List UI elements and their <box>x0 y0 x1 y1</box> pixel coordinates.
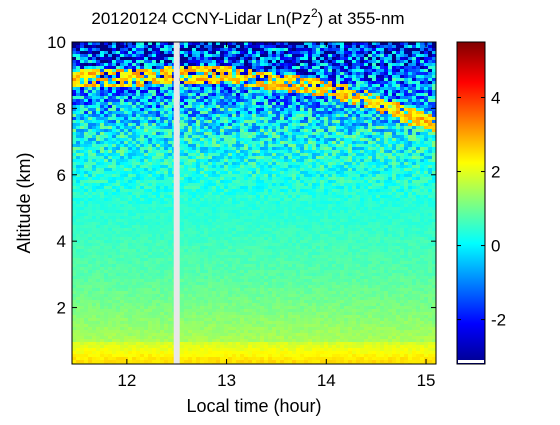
x-axis-label: Local time (hour) <box>186 396 321 416</box>
colorbar-bar <box>457 42 485 364</box>
title-suffix: ) at 355-nm <box>318 9 405 28</box>
colorbar-tick-label: 4 <box>491 89 500 108</box>
title-prefix: 20120124 CCNY-Lidar Ln(Pz <box>91 9 311 28</box>
y-tick-label: 8 <box>57 99 66 118</box>
y-tick-label: 10 <box>47 33 66 52</box>
chart-title: 20120124 CCNY-Lidar Ln(Pz2) at 355-nm <box>91 6 404 28</box>
x-tick-label: 14 <box>317 371 336 390</box>
y-axis-label: Altitude (km) <box>14 152 34 253</box>
x-tick-label: 15 <box>417 371 436 390</box>
colorbar-tick-label: 0 <box>491 237 500 256</box>
y-tick-label: 6 <box>57 166 66 185</box>
y-tick-label: 4 <box>57 232 66 251</box>
plot-area <box>72 42 437 367</box>
colorbar-tick-label: 2 <box>491 163 500 182</box>
x-tick-label: 12 <box>117 371 136 390</box>
colorbar-end-cap <box>458 360 484 363</box>
data-gap <box>174 42 180 364</box>
y-tick-label: 2 <box>57 299 66 318</box>
colorbar-tick-label: -2 <box>491 311 506 330</box>
x-tick-label: 13 <box>217 371 236 390</box>
